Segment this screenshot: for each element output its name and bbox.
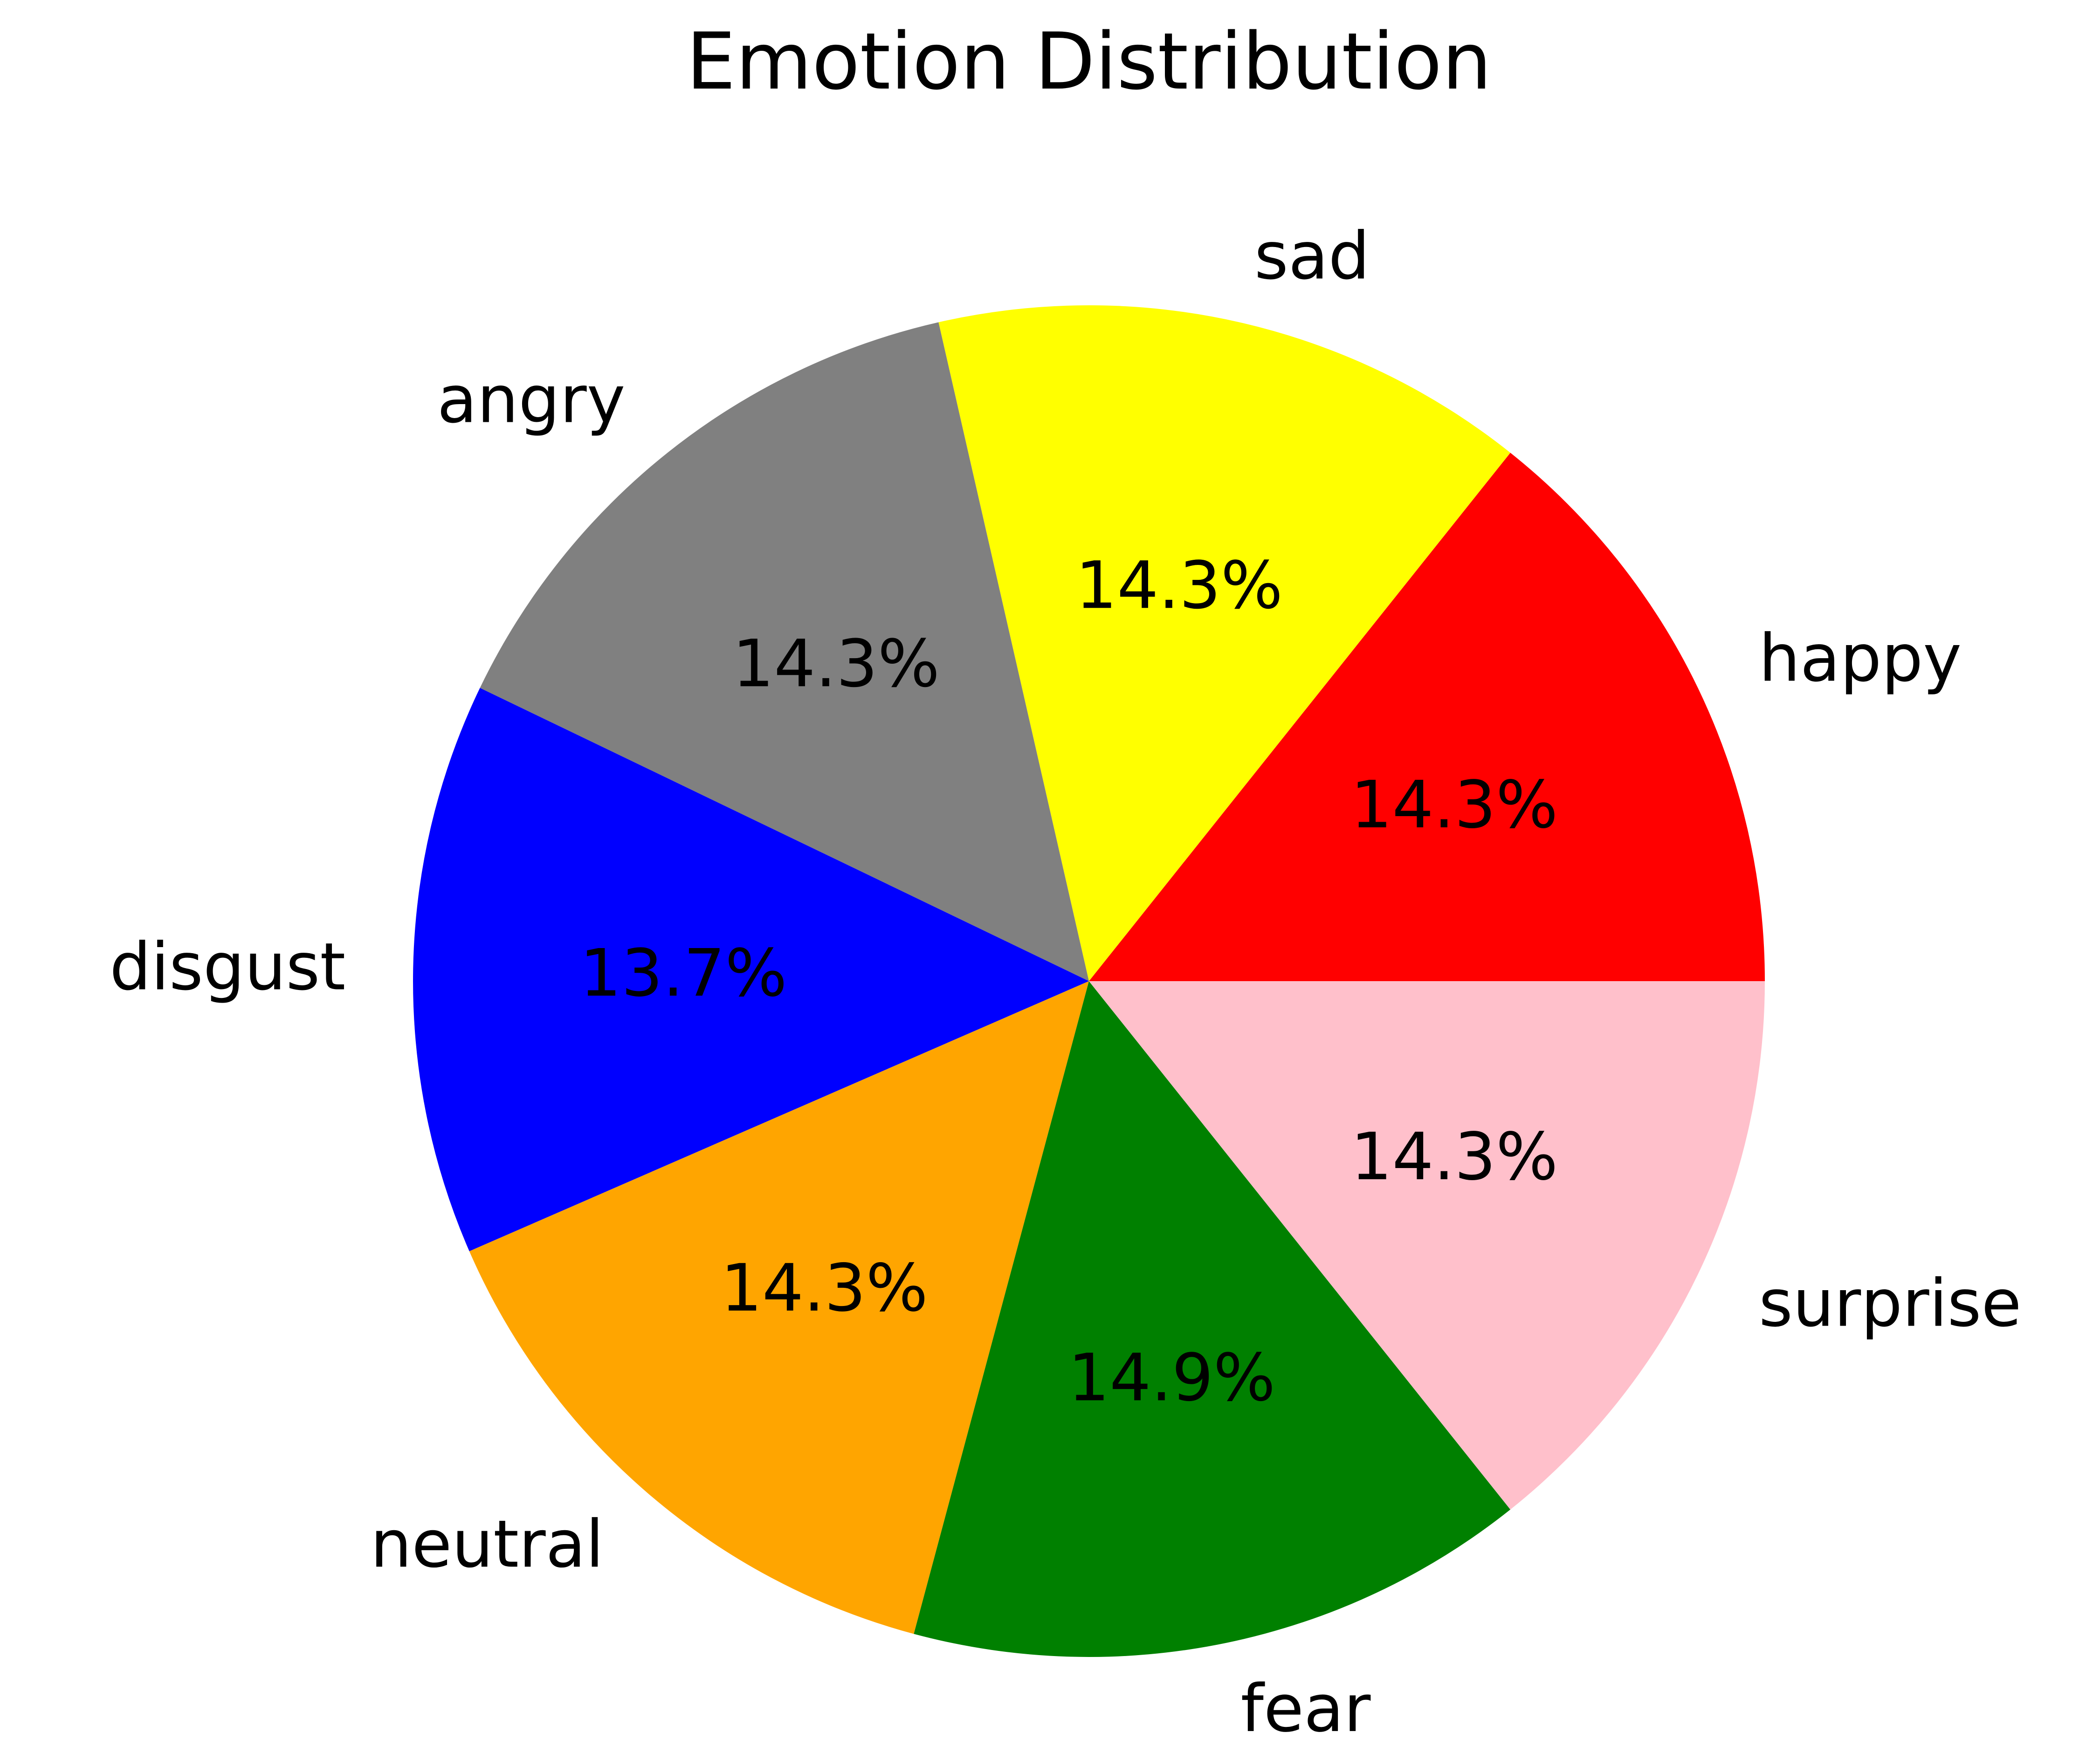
pct-label-surprise: 14.3% [1350, 1119, 1558, 1195]
category-label-neutral: neutral [371, 1506, 604, 1582]
category-label-angry: angry [437, 362, 626, 438]
pct-label-neutral: 14.3% [721, 1251, 928, 1327]
pie-slice-angry [480, 322, 1089, 981]
pie-slice-happy [1089, 453, 1765, 981]
pie-slice-neutral [469, 981, 1089, 1634]
pie-labels: 14.3% happy 14.3% sad 14.3% angry 13.7% disgust… [110, 219, 2021, 1747]
chart-title: Emotion Distribution [686, 16, 1492, 107]
pie-slice-disgust [413, 687, 1089, 1251]
category-label-surprise: surprise [1759, 1266, 2022, 1342]
pct-label-sad: 14.3% [1075, 548, 1283, 624]
category-label-fear: fear [1241, 1671, 1371, 1747]
category-label-happy: happy [1759, 621, 1962, 697]
pie-slice-sad [938, 305, 1511, 982]
pct-label-angry: 14.3% [732, 626, 940, 702]
category-label-sad: sad [1254, 219, 1370, 295]
pct-label-disgust: 13.7% [580, 935, 787, 1011]
pie-slices [413, 305, 1765, 1657]
pct-label-happy: 14.3% [1350, 767, 1558, 843]
category-label-disgust: disgust [110, 929, 345, 1005]
pie-slice-surprise [1089, 981, 1765, 1510]
pct-label-fear: 14.9% [1068, 1340, 1275, 1416]
pie-slice-fear [914, 981, 1511, 1657]
